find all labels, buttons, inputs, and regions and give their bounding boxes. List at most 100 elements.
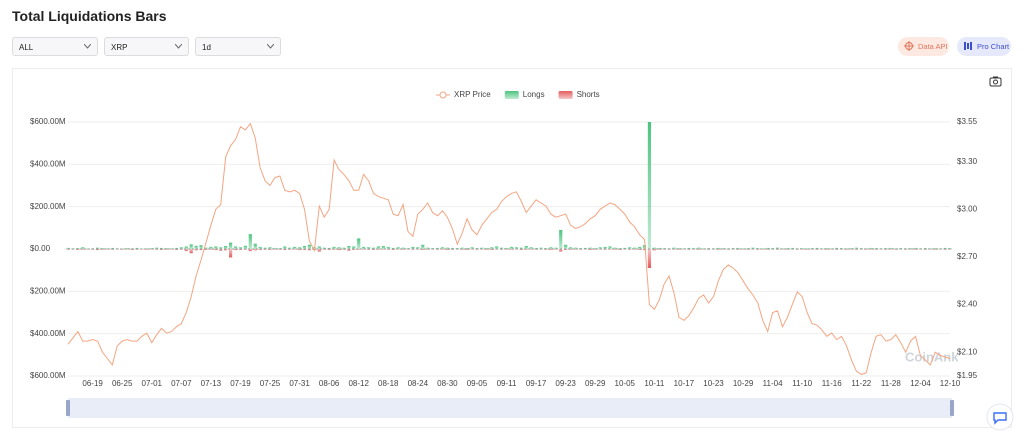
bar — [352, 246, 356, 249]
bar — [391, 247, 395, 249]
bar — [500, 247, 504, 249]
x-tick-label: 12-04 — [910, 379, 931, 388]
bar — [81, 247, 85, 249]
exchange-select[interactable]: ALL — [12, 37, 98, 56]
bar — [702, 248, 706, 249]
data-api-button[interactable]: Data API — [898, 37, 949, 56]
y2-tick-label: $1.95 — [957, 371, 978, 380]
bar — [214, 246, 218, 249]
bar — [869, 247, 873, 249]
bar — [928, 249, 932, 250]
bar — [485, 247, 489, 249]
bar — [337, 247, 341, 249]
bar — [426, 249, 430, 250]
bar — [800, 248, 804, 249]
bar — [421, 249, 425, 250]
bar — [785, 248, 789, 249]
bar — [697, 247, 701, 249]
bar — [736, 249, 740, 250]
chat-button[interactable] — [986, 403, 1014, 431]
bar — [908, 249, 913, 250]
price-line — [67, 122, 951, 375]
bar — [716, 247, 721, 249]
bar — [248, 249, 252, 252]
bar — [780, 248, 785, 249]
y-tick-label: $600.00M — [30, 117, 66, 126]
bar — [317, 246, 321, 249]
bar — [214, 249, 218, 251]
bar — [100, 248, 105, 249]
bar — [637, 249, 642, 250]
bar — [381, 246, 385, 249]
bar — [534, 247, 538, 249]
pro-chart-button[interactable]: Pro Chart — [957, 37, 1011, 56]
bar — [613, 249, 617, 250]
bar — [682, 249, 686, 250]
navigator[interactable] — [68, 398, 952, 418]
bar — [588, 247, 592, 249]
x-tick-label: 08-12 — [348, 379, 369, 388]
bar — [189, 249, 193, 254]
bar — [825, 248, 829, 249]
navigator-handle[interactable] — [66, 400, 70, 416]
legend-label: Shorts — [577, 90, 600, 99]
bar — [283, 246, 287, 249]
bar — [253, 243, 257, 249]
bar — [490, 247, 494, 249]
bar — [618, 249, 622, 250]
bar — [278, 248, 282, 249]
y2-tick-label: $3.30 — [957, 157, 978, 166]
y-tick-label: $200.00M — [30, 286, 66, 295]
bar — [844, 248, 849, 249]
bar — [243, 245, 247, 249]
bar — [524, 246, 528, 249]
bar — [598, 247, 602, 249]
bar — [184, 246, 188, 249]
navigator-handle[interactable] — [950, 400, 954, 416]
bar — [95, 249, 100, 251]
bar — [830, 248, 834, 249]
bar — [189, 244, 193, 249]
bar — [844, 249, 849, 250]
interval-select[interactable]: 1d — [195, 37, 281, 56]
y2-tick-label: $3.55 — [957, 117, 978, 126]
coin-select[interactable]: XRP — [104, 37, 189, 56]
button-text: Data API — [918, 42, 948, 51]
bar — [233, 246, 238, 249]
bar — [815, 247, 819, 249]
bar — [347, 246, 351, 249]
bar — [307, 249, 312, 251]
bar — [366, 247, 371, 249]
bar — [376, 246, 381, 249]
x-tick-label: 09-11 — [497, 379, 517, 388]
bar — [416, 247, 420, 249]
bar — [751, 247, 755, 249]
bar — [120, 248, 124, 250]
icon — [964, 42, 972, 50]
bar — [677, 248, 681, 249]
bar — [381, 249, 385, 250]
bar — [440, 249, 445, 250]
bar — [273, 247, 277, 249]
bar — [608, 246, 612, 249]
bar — [233, 249, 238, 251]
bar — [583, 247, 587, 249]
bar — [573, 249, 578, 250]
x-tick-label: 07-19 — [230, 379, 251, 388]
bar — [682, 248, 686, 249]
bar — [652, 247, 656, 249]
bar — [633, 247, 637, 249]
bar — [179, 247, 183, 249]
bar — [485, 249, 489, 250]
bar — [642, 249, 647, 251]
bar — [219, 249, 223, 251]
bar — [687, 247, 691, 249]
bar — [943, 247, 947, 249]
bar — [362, 246, 366, 249]
bar — [421, 244, 425, 249]
camera-icon[interactable] — [989, 76, 1002, 87]
bar — [657, 247, 661, 249]
bar — [593, 249, 597, 250]
chevron — [84, 44, 91, 49]
